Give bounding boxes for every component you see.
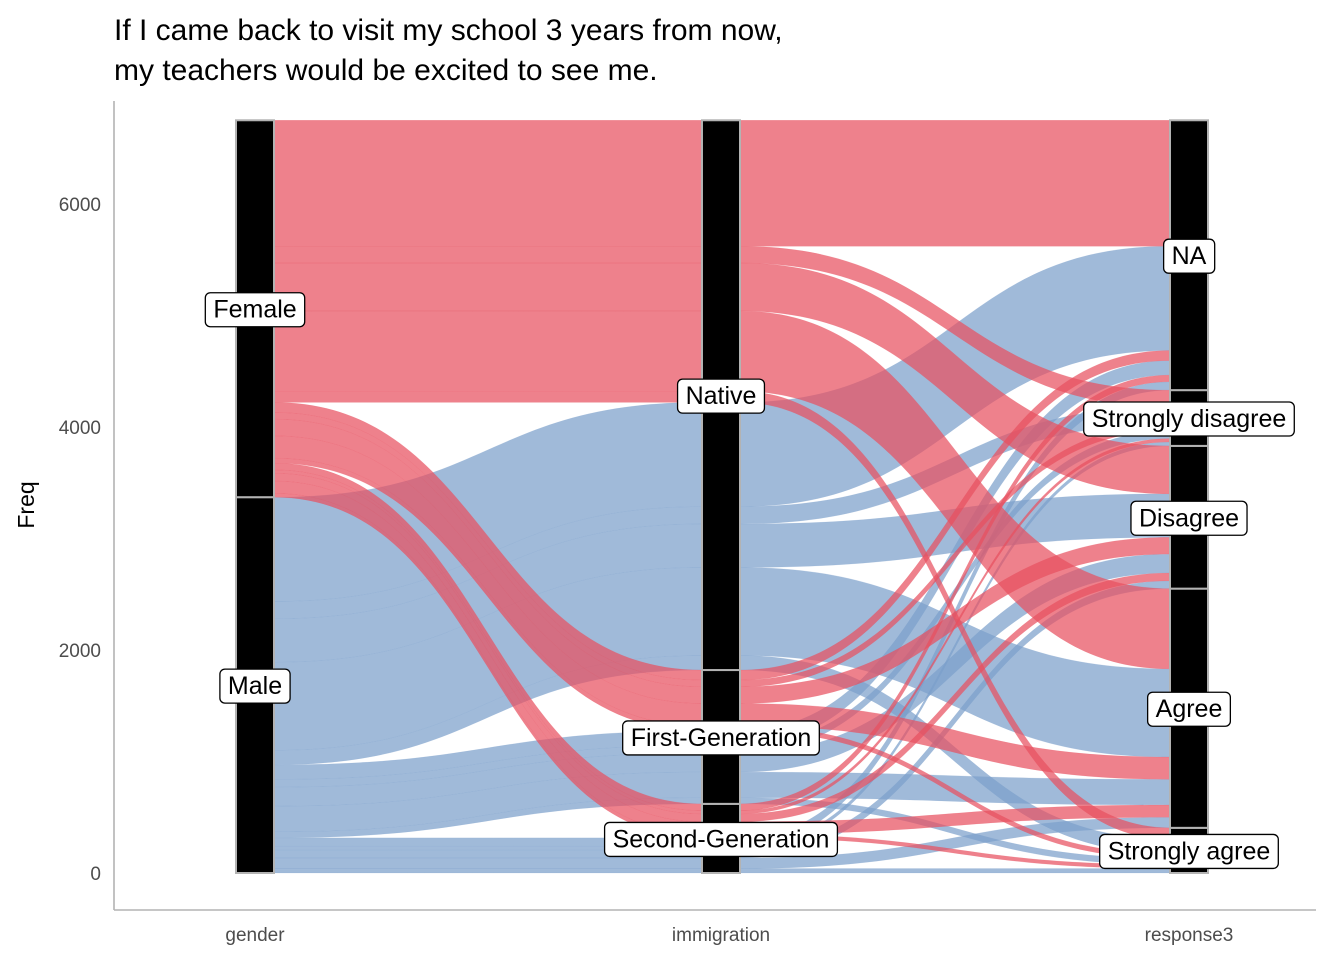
stratum-label-box-first-generation — [622, 720, 820, 756]
stratum-label-second-generation: Second-Generation — [603, 821, 839, 858]
stratum-label-box-na — [1162, 238, 1216, 274]
title-line-2: my teachers would be excited to see me. — [114, 54, 658, 87]
stratum-label-female: Female — [204, 292, 306, 328]
stratum-label-text-male: Male — [228, 672, 282, 700]
stratum-label-box-disagree — [1130, 500, 1248, 536]
flow-female-native-agree-seg1 — [273, 310, 703, 392]
stratum-label-box-strongly-disagree — [1083, 401, 1295, 437]
stratum-label-text-second-generation: Second-Generation — [613, 825, 830, 853]
y-tick-label-6000: 6000 — [59, 195, 101, 216]
stratum-label-strongly-disagree: Strongly disagree — [1083, 401, 1295, 437]
flow-female-native-na-seg2 — [739, 120, 1171, 247]
stratum-label-na: NA — [1162, 238, 1216, 274]
stratum-label-box-female — [204, 292, 306, 328]
stratum-label-native: Native — [676, 378, 766, 414]
stratum-label-text-na: NA — [1172, 242, 1207, 270]
stratum-label-strongly-agree: Strongly agree — [1099, 833, 1279, 870]
stratum-label-text-native: Native — [686, 382, 757, 410]
stratum-label-text-first-generation: First-Generation — [631, 724, 812, 752]
y-tick-label-2000: 2000 — [59, 641, 101, 662]
stratum-label-text-strongly-disagree: Strongly disagree — [1092, 405, 1287, 433]
y-tick-label-4000: 4000 — [59, 418, 101, 439]
title-line-1: If I came back to visit my school 3 year… — [114, 14, 783, 47]
stratum-label-text-strongly-agree: Strongly agree — [1108, 837, 1271, 865]
flows-layer — [273, 120, 1171, 874]
x-tick-label-response3: response3 — [1145, 925, 1234, 946]
stratum-label-first-generation: First-Generation — [622, 720, 820, 756]
flow-male-second-generation-strongly-agree-seg2 — [739, 868, 1171, 874]
flow-male-second-generation-strongly-agree-seg1 — [273, 868, 703, 874]
chart-title: If I came back to visit my school 3 year… — [114, 14, 783, 87]
stratum-label-male: Male — [219, 668, 291, 704]
flow-female-native-strongly-agree-seg1 — [273, 391, 703, 403]
y-tick-label-0: 0 — [90, 864, 101, 885]
x-tick-label-gender: gender — [225, 925, 285, 946]
stratum-labels-layer: Male Female Second-Generation First-Generat… — [204, 238, 1295, 870]
axes-layer: Freq 0 2000 4000 6000 gender immigration respo… — [13, 101, 1316, 946]
stratum-label-text-female: Female — [213, 296, 296, 324]
flow-female-native-na-seg1 — [273, 120, 703, 247]
flow-female-native-disagree-seg1 — [273, 262, 703, 312]
stratum-label-text-agree: Agree — [1156, 695, 1223, 723]
stratum-label-box-agree — [1146, 691, 1232, 727]
x-tick-label-immigration: immigration — [672, 925, 770, 946]
y-axis-title: Freq — [13, 481, 39, 528]
stratum-label-box-second-generation — [603, 821, 839, 858]
stratum-label-agree: Agree — [1146, 691, 1232, 727]
flow-female-native-strongly-disagree-seg1 — [273, 246, 703, 264]
stratum-label-box-native — [676, 378, 766, 414]
stratum-label-box-male — [219, 668, 291, 704]
stratum-label-disagree: Disagree — [1130, 500, 1248, 536]
flow-male-second-generation-agree-seg1 — [273, 857, 703, 869]
stratum-label-box-strongly-agree — [1099, 833, 1279, 870]
stratum-label-text-disagree: Disagree — [1139, 504, 1239, 532]
